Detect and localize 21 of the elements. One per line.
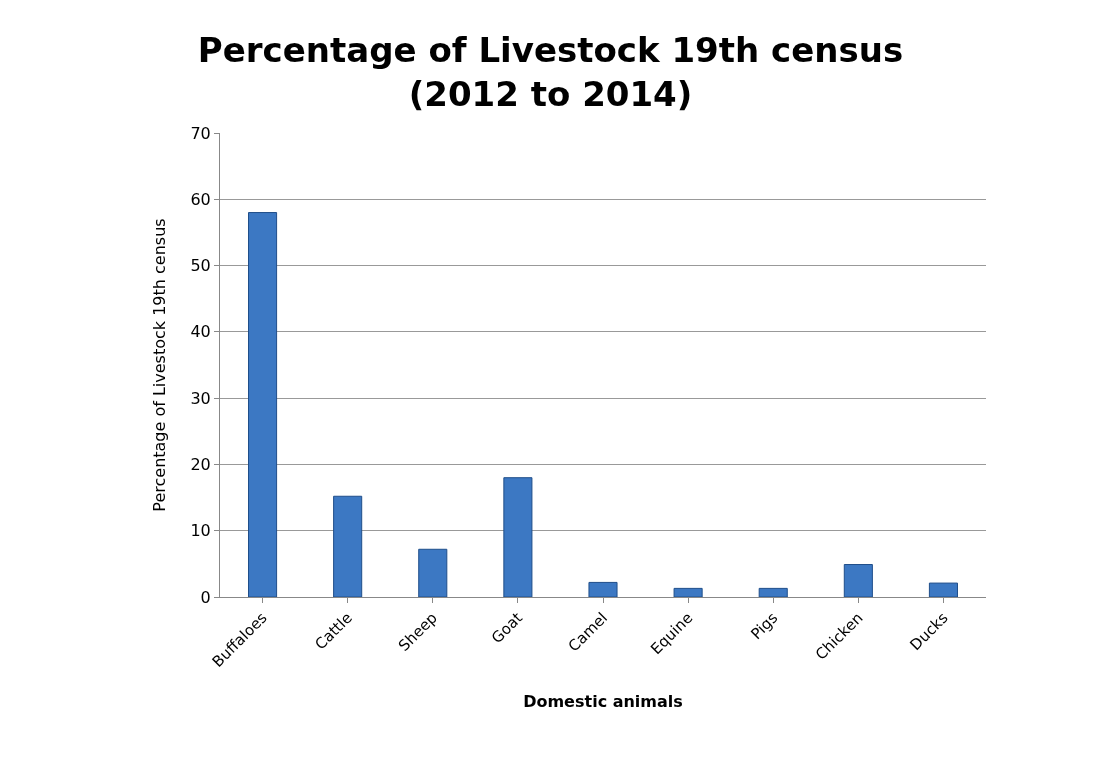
bar	[758, 587, 788, 597]
y-axis-title: Percentage of Livestock 19th census	[150, 218, 170, 512]
y-tick-label: 0	[200, 587, 211, 607]
chart-title: Percentage of Livestock 19th census (2012 to 2014)	[197, 29, 904, 114]
y-tick-label: 60	[190, 189, 211, 209]
y-tick-label: 40	[190, 322, 211, 342]
bar	[418, 548, 448, 597]
y-tick-label: 70	[190, 123, 211, 143]
y-tick-label: 10	[190, 521, 211, 541]
bar	[248, 212, 278, 597]
y-tick-label: 50	[190, 256, 211, 276]
bar	[333, 495, 363, 597]
bar	[503, 477, 533, 597]
x-axis-title: Domestic animals	[523, 691, 683, 711]
y-tick-label: 30	[190, 388, 211, 408]
x-tick-label: Pigs	[747, 608, 782, 644]
bar	[673, 587, 703, 597]
bar	[928, 582, 958, 597]
bar	[588, 581, 618, 597]
bar	[843, 564, 873, 597]
y-tick-label: 20	[190, 455, 211, 475]
